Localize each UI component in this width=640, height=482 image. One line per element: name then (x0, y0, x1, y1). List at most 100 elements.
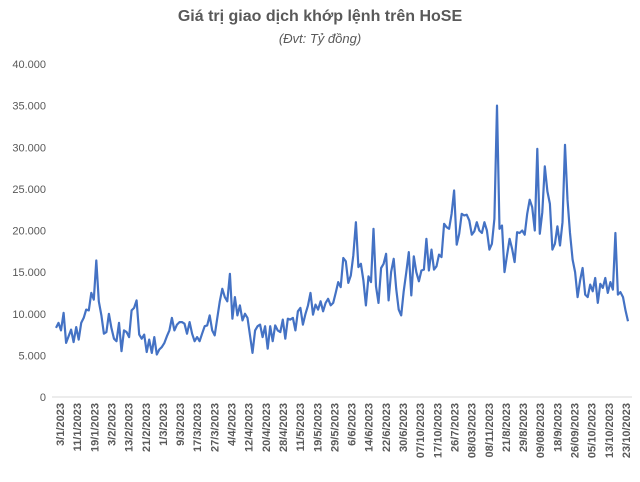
data-point (156, 354, 158, 356)
x-tick-label: 30/6/2023 (398, 403, 410, 452)
data-point (383, 263, 385, 265)
data-point (110, 327, 112, 329)
data-point (143, 334, 145, 336)
data-point (499, 228, 501, 230)
x-tick-label: 05/10/2023 (587, 403, 599, 458)
data-point (599, 283, 601, 285)
data-point (116, 340, 118, 342)
data-point (481, 232, 483, 234)
x-tick-label: 07/10/2023 (415, 403, 427, 458)
data-point (400, 314, 402, 316)
data-point (176, 324, 178, 326)
data-point (90, 292, 92, 294)
data-point (138, 334, 140, 336)
x-tick-label: 17/3/2023 (192, 403, 204, 452)
data-point (289, 319, 291, 321)
data-point (471, 234, 473, 236)
x-tick-label: 09/08/2023 (535, 403, 547, 458)
data-point (214, 334, 216, 336)
data-point (128, 336, 130, 338)
data-point (252, 352, 254, 354)
data-point (468, 220, 470, 222)
data-point (234, 296, 236, 298)
data-point (564, 144, 566, 146)
data-point (55, 327, 57, 329)
data-point (567, 199, 569, 201)
data-point (428, 270, 430, 272)
data-point (360, 263, 362, 265)
x-tick-label: 6/6/2023 (347, 403, 359, 446)
x-tick-label: 1/3/2023 (158, 403, 170, 446)
data-point (536, 148, 538, 150)
data-point (274, 324, 276, 326)
data-point (378, 302, 380, 304)
data-point (189, 321, 191, 323)
data-point (282, 319, 284, 321)
data-point (58, 322, 60, 324)
data-point (551, 249, 553, 251)
data-point (425, 238, 427, 240)
y-tick-label: 5.000 (18, 350, 46, 362)
x-tick-label: 08/03/2023 (467, 403, 479, 458)
x-tick-label: 17/10/2023 (432, 403, 444, 458)
data-point (491, 243, 493, 245)
data-point (625, 309, 627, 311)
data-point (501, 225, 503, 227)
data-point (337, 281, 339, 283)
data-point (100, 314, 102, 316)
data-point (461, 213, 463, 215)
x-tick-label: 4/4/2023 (227, 403, 239, 446)
data-point (556, 225, 558, 227)
data-point (609, 281, 611, 283)
data-point (388, 299, 390, 301)
x-axis-tick-labels: 3/1/2023 11/1/2023 19/1/2023 3/2/2023 13/2/2… (55, 403, 633, 458)
data-point (221, 288, 223, 290)
data-point (607, 292, 609, 294)
x-tick-label: 21/2/2023 (141, 403, 153, 452)
data-point (247, 317, 249, 319)
data-point (410, 294, 412, 296)
data-point (582, 267, 584, 269)
chart-title: Giá trị giao dịch khớp lệnh trên HoSE (177, 8, 463, 25)
data-point (68, 335, 70, 337)
data-point (390, 271, 392, 273)
series-line (55, 104, 630, 356)
data-point (65, 342, 67, 344)
data-point (488, 249, 490, 251)
data-point (441, 256, 443, 258)
data-point (196, 336, 198, 338)
data-point (259, 324, 261, 326)
data-point (146, 351, 148, 353)
data-point (136, 299, 138, 301)
data-point (302, 324, 304, 326)
data-point (350, 275, 352, 277)
data-point (604, 277, 606, 279)
data-point (312, 314, 314, 316)
x-tick-label: 27/3/2023 (209, 403, 221, 452)
data-point (362, 279, 364, 281)
x-tick-label: 19/1/2023 (89, 403, 101, 452)
data-point (244, 313, 246, 315)
data-point (173, 329, 175, 331)
data-point (98, 300, 100, 302)
data-point (413, 255, 415, 257)
data-point (315, 304, 317, 306)
data-point (496, 105, 498, 107)
x-tick-label: 3/2/2023 (106, 403, 118, 446)
data-point (209, 314, 211, 316)
y-tick-label: 0 (40, 392, 46, 404)
data-point (148, 339, 150, 341)
data-point (332, 302, 334, 304)
data-point (431, 249, 433, 251)
data-point (131, 309, 133, 311)
data-point (415, 271, 417, 273)
data-point (297, 310, 299, 312)
data-point (262, 336, 264, 338)
data-point (163, 342, 165, 344)
data-point (577, 296, 579, 298)
data-point (103, 333, 105, 335)
y-tick-label: 30.000 (12, 142, 46, 154)
data-point (456, 244, 458, 246)
data-point (408, 251, 410, 253)
